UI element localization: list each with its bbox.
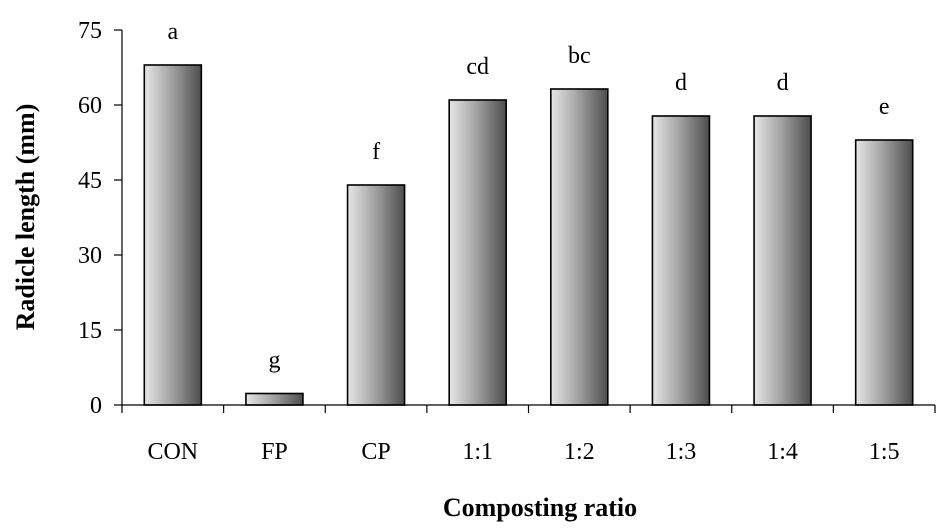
x-tick-label: 1:4 xyxy=(767,439,798,465)
y-tick-label: 15 xyxy=(78,318,102,344)
bar-CON xyxy=(143,64,203,406)
y-tick-label: 75 xyxy=(78,18,102,44)
y-tick-label: 0 xyxy=(90,393,102,419)
x-axis-ticks: CON FP CP 1:1 1:2 1:3 1:4 1:5 xyxy=(121,405,936,465)
y-tick-label: 30 xyxy=(78,243,102,269)
bar-FP xyxy=(245,392,304,406)
x-axis-title: Composting ratio xyxy=(443,493,637,522)
bar-1:4 xyxy=(753,115,812,406)
x-tick-label: 1:3 xyxy=(666,439,697,465)
x-tick-label: FP xyxy=(261,439,288,465)
bar-1:3 xyxy=(651,115,711,406)
x-tick-label: 1:2 xyxy=(564,439,595,465)
bar-significance-label: bc xyxy=(568,43,591,69)
bar-significance-label: d xyxy=(675,70,687,96)
bars xyxy=(143,64,914,406)
x-tick-label: CON xyxy=(147,439,198,465)
x-tick-label: 1:1 xyxy=(462,439,493,465)
bar-1:1 xyxy=(448,99,507,406)
bar-significance-label: g xyxy=(268,348,280,374)
y-tick-label: 45 xyxy=(78,168,102,194)
bar-significance-label: f xyxy=(372,139,380,165)
y-tick-label: 60 xyxy=(78,93,102,119)
bar-significance-label: d xyxy=(777,70,789,96)
bar-1:5 xyxy=(854,139,914,406)
bar-labels: a g f cd bc d d e xyxy=(167,19,889,374)
x-tick-label: 1:5 xyxy=(869,439,900,465)
bar-significance-label: e xyxy=(879,94,890,120)
x-tick-label: CP xyxy=(361,439,390,465)
bar-CP xyxy=(346,184,406,406)
bar-significance-label: cd xyxy=(466,54,489,80)
bar-1:2 xyxy=(550,88,609,406)
bar-significance-label: a xyxy=(167,19,178,45)
y-axis-ticks: 0 15 30 45 60 75 xyxy=(78,18,122,419)
y-axis-title: Radicle length (mm) xyxy=(11,104,40,331)
